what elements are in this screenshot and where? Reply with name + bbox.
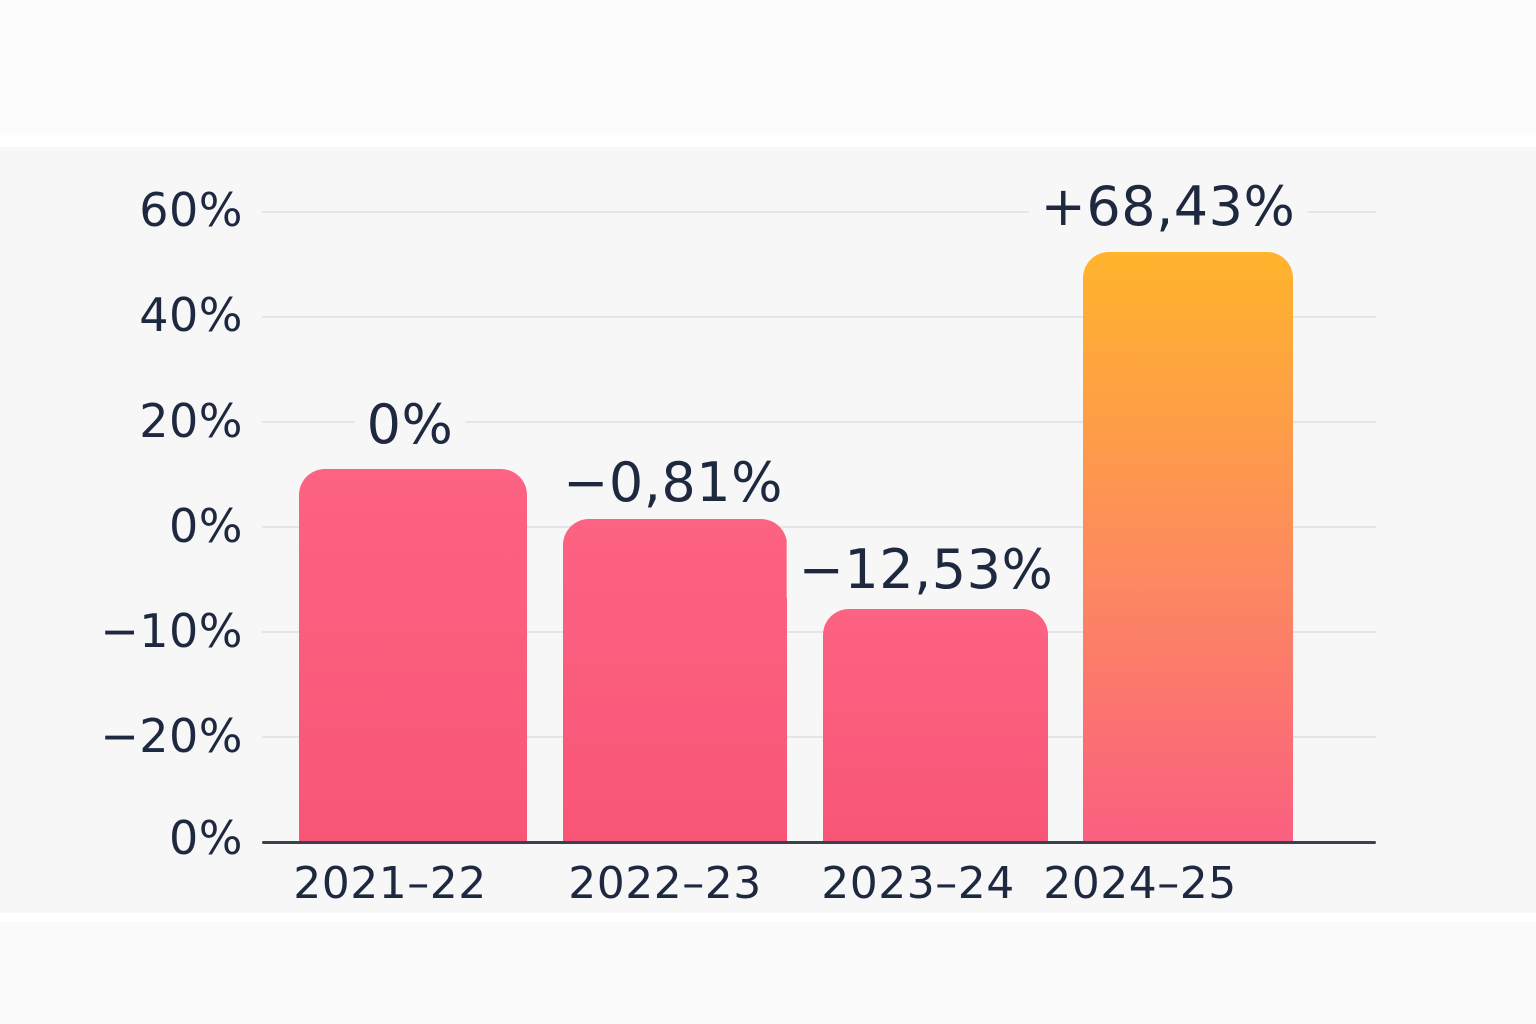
bar [563, 519, 787, 842]
background-strip-bottom [0, 913, 1536, 922]
y-axis-tick-label: 40% [139, 288, 243, 342]
bar-value-label: 0% [354, 392, 466, 458]
gridline [262, 526, 1376, 528]
bar [1083, 252, 1293, 842]
x-axis-line [262, 841, 1376, 844]
bar-value-label: +68,43% [1028, 174, 1308, 240]
y-axis-tick-label: 0% [169, 499, 243, 553]
x-axis-category-label: 2023–24 [821, 858, 1015, 909]
y-axis-tick-label: −10% [100, 604, 243, 658]
gridline [262, 631, 1376, 633]
gridline [262, 211, 1376, 213]
x-axis-category-label: 2021–22 [293, 858, 487, 909]
background-strip-top [0, 135, 1536, 147]
gridline [262, 421, 1376, 423]
y-axis-tick-label: −20% [100, 709, 243, 763]
x-axis-category-label: 2024–25 [1043, 858, 1237, 909]
x-axis-category-label: 2022–23 [568, 858, 762, 909]
y-axis-tick-label: 60% [139, 183, 243, 237]
background-band-top [0, 0, 1536, 135]
gridline [262, 736, 1376, 738]
background-band-bottom [0, 922, 1536, 1024]
bar-value-label: −0,81% [551, 450, 795, 516]
gridline [262, 316, 1376, 318]
y-axis-tick-label: 0% [169, 811, 243, 865]
bar-value-label: −12,53% [786, 537, 1066, 603]
y-axis-tick-label: 20% [139, 394, 243, 448]
bar [299, 469, 527, 842]
bar [823, 609, 1048, 842]
